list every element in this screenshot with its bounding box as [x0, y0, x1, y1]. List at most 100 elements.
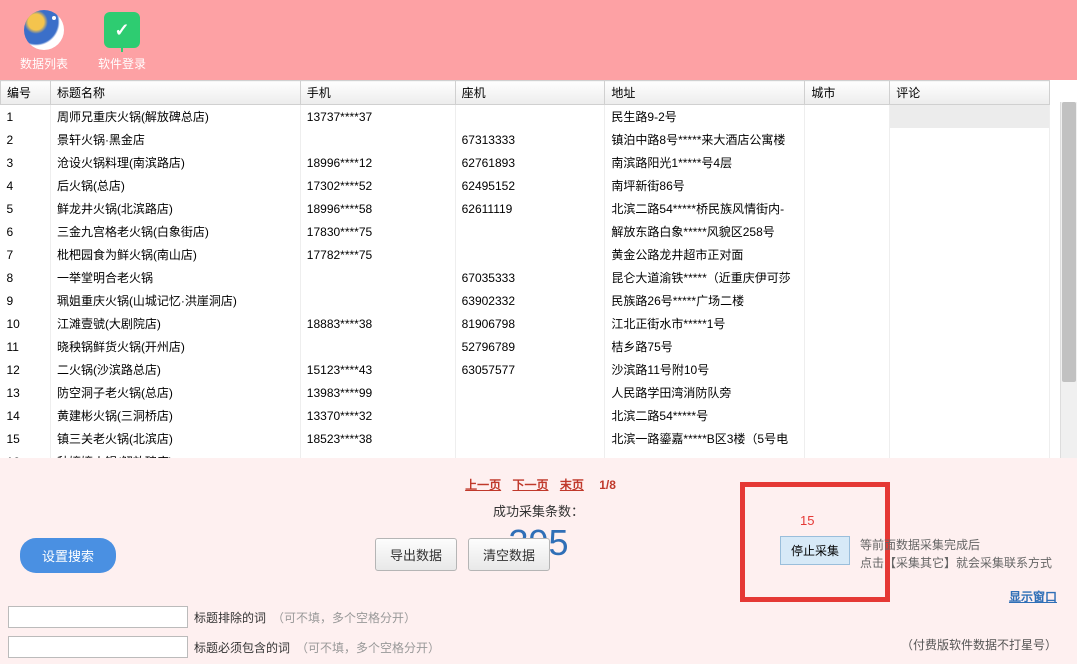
- table-cell: [890, 220, 1050, 243]
- table-row[interactable]: 10江滩壹號(大剧院店)18883****3881906798江北正街水市***…: [1, 312, 1050, 335]
- table-cell: 15123****43: [300, 358, 455, 381]
- table-cell: [805, 151, 890, 174]
- table-row[interactable]: 3沧设火锅料理(南滨路店)18996****1262761893南滨路阳光1**…: [1, 151, 1050, 174]
- title-include-input[interactable]: [8, 636, 188, 658]
- table-cell: [805, 289, 890, 312]
- table-cell: 17782****75: [300, 243, 455, 266]
- table-cell: 南滨路阳光1*****号4层: [605, 151, 805, 174]
- last-page-link[interactable]: 末页: [560, 478, 584, 492]
- table-cell: [890, 266, 1050, 289]
- table-cell: 62761893: [455, 151, 605, 174]
- column-header[interactable]: 编号: [1, 81, 51, 105]
- table-cell: 5: [1, 197, 51, 220]
- table-cell: 珮姐重庆火锅(山城记忆·洪崖洞店): [50, 289, 300, 312]
- table-row[interactable]: 15镇三关老火锅(北滨店)18523****38北滨一路鎏嘉*****B区3楼（…: [1, 427, 1050, 450]
- stop-collect-button[interactable]: 停止采集: [780, 536, 850, 565]
- title-include-label: 标题必须包含的词: [194, 639, 290, 656]
- table-cell: 18996****12: [300, 151, 455, 174]
- vertical-scrollbar[interactable]: [1060, 102, 1077, 458]
- title-include-row: 标题必须包含的词 （可不填，多个空格分开）: [8, 636, 440, 658]
- settings-search-button[interactable]: 设置搜索: [20, 538, 116, 573]
- table-cell: 62495152: [455, 174, 605, 197]
- hint-text: 等前面数据采集完成后 点击【采集其它】就会采集联系方式: [860, 536, 1052, 572]
- table-cell: 18523****38: [300, 427, 455, 450]
- column-header[interactable]: 标题名称: [50, 81, 300, 105]
- table-cell: 81906798: [455, 312, 605, 335]
- table-cell: [805, 197, 890, 220]
- table-cell: 13983****99: [300, 381, 455, 404]
- bottom-panel: 上一页 下一页 末页 1/8 成功采集条数： 395 设置搜索 导出数据 清空数…: [0, 458, 1077, 664]
- table-row[interactable]: 12二火锅(沙滨路总店)15123****4363057577沙滨路11号附10…: [1, 358, 1050, 381]
- table-row[interactable]: 16秋嬢嬢火锅(解放碑店): [1, 450, 1050, 458]
- table-cell: [455, 450, 605, 458]
- prev-page-link[interactable]: 上一页: [465, 478, 501, 492]
- table-cell: 63057577: [455, 358, 605, 381]
- table-cell: 63902332: [455, 289, 605, 312]
- tab-data-list[interactable]: 数据列表: [20, 8, 68, 72]
- table-cell: 17302****52: [300, 174, 455, 197]
- table-cell: 16: [1, 450, 51, 458]
- table-cell: 18996****58: [300, 197, 455, 220]
- table-row[interactable]: 4后火锅(总店)17302****5262495152南坪新街86号: [1, 174, 1050, 197]
- collect-count-label: 成功采集条数：: [20, 501, 1057, 520]
- table-cell: [455, 243, 605, 266]
- table-cell: 昆仑大道渝铁*****（近重庆伊可莎: [605, 266, 805, 289]
- table-cell: 52796789: [455, 335, 605, 358]
- column-header[interactable]: 城市: [805, 81, 890, 105]
- table-cell: [300, 335, 455, 358]
- next-page-link[interactable]: 下一页: [512, 478, 548, 492]
- table-row[interactable]: 2景轩火锅·黑金店67313333镇泊中路8号*****来大酒店公寓楼: [1, 128, 1050, 151]
- table-cell: 11: [1, 335, 51, 358]
- column-header[interactable]: 评论: [890, 81, 1050, 105]
- column-header[interactable]: 座机: [455, 81, 605, 105]
- data-list-icon: [23, 9, 65, 51]
- table-cell: [890, 151, 1050, 174]
- show-window-link[interactable]: 显示窗口: [1009, 588, 1057, 605]
- table-cell: 8: [1, 266, 51, 289]
- table-cell: [890, 404, 1050, 427]
- table-row[interactable]: 11晓秧锅鲜货火锅(开州店)52796789桔乡路75号: [1, 335, 1050, 358]
- table-cell: 解放东路白象*****风貌区258号: [605, 220, 805, 243]
- table-cell: 13: [1, 381, 51, 404]
- table-cell: [805, 381, 890, 404]
- table-cell: 北滨一路鎏嘉*****B区3楼（5号电: [605, 427, 805, 450]
- table-cell: 枇杷园食为鲜火锅(南山店): [50, 243, 300, 266]
- table-cell: [890, 358, 1050, 381]
- table-cell: 12: [1, 358, 51, 381]
- table-row[interactable]: 9珮姐重庆火锅(山城记忆·洪崖洞店)63902332民族路26号*****广场二…: [1, 289, 1050, 312]
- tab-login[interactable]: ✓ 软件登录: [98, 8, 146, 72]
- table-cell: 北滨二路54*****号: [605, 404, 805, 427]
- table-row[interactable]: 14黄建彬火锅(三洞桥店)13370****32北滨二路54*****号: [1, 404, 1050, 427]
- column-header[interactable]: 地址: [605, 81, 805, 105]
- table-cell: 鲜龙井火锅(北滨路店): [50, 197, 300, 220]
- table-cell: 周师兄重庆火锅(解放碑总店): [50, 105, 300, 129]
- export-data-button[interactable]: 导出数据: [375, 538, 457, 571]
- table-cell: [805, 358, 890, 381]
- table-cell: [455, 404, 605, 427]
- table-row[interactable]: 8一举堂明合老火锅67035333昆仑大道渝铁*****（近重庆伊可莎: [1, 266, 1050, 289]
- table-row[interactable]: 1周师兄重庆火锅(解放碑总店)13737****37民生路9-2号: [1, 105, 1050, 129]
- table-cell: 18883****38: [300, 312, 455, 335]
- table-row[interactable]: 5鲜龙井火锅(北滨路店)18996****5862611119北滨二路54***…: [1, 197, 1050, 220]
- scrollbar-thumb[interactable]: [1062, 102, 1076, 382]
- table-cell: [300, 266, 455, 289]
- table-cell: 江北正街水市*****1号: [605, 312, 805, 335]
- table-row[interactable]: 13防空洞子老火锅(总店)13983****99人民路学田湾消防队旁: [1, 381, 1050, 404]
- table-cell: 民族路26号*****广场二楼: [605, 289, 805, 312]
- table-cell: [805, 243, 890, 266]
- table-row[interactable]: 6三金九宫格老火锅(白象街店)17830****75解放东路白象*****风貌区…: [1, 220, 1050, 243]
- table-cell: [890, 289, 1050, 312]
- table-row[interactable]: 7枇杷园食为鲜火锅(南山店)17782****75黄金公路龙井超市正对面: [1, 243, 1050, 266]
- table-cell: 沙滨路11号附10号: [605, 358, 805, 381]
- table-cell: [890, 312, 1050, 335]
- table-cell: [805, 128, 890, 151]
- title-include-hint: （可不填，多个空格分开）: [296, 639, 440, 656]
- table-cell: [455, 220, 605, 243]
- column-header[interactable]: 手机: [300, 81, 455, 105]
- clear-data-button[interactable]: 清空数据: [468, 538, 550, 571]
- title-exclude-input[interactable]: [8, 606, 188, 628]
- pager: 上一页 下一页 末页 1/8: [20, 476, 1057, 493]
- data-table-container: 编号标题名称手机座机地址城市评论 1周师兄重庆火锅(解放碑总店)13737***…: [0, 80, 1077, 458]
- table-cell: [890, 197, 1050, 220]
- table-cell: [890, 105, 1050, 129]
